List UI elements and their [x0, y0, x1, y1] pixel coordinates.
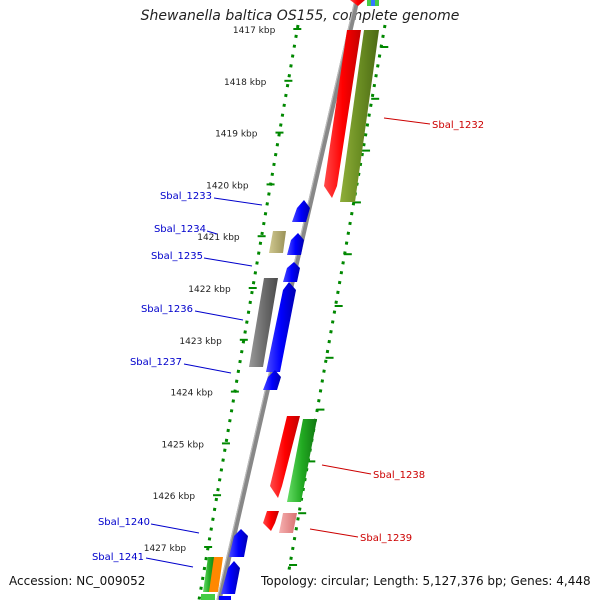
kbp-ruler: 1417 kbp 1418 kbp 1419 kbp 1420 kbp 1421 kbp… — [144, 26, 389, 566]
gene-label-Sbal_1240[interactable]: Sbal_1240 — [98, 517, 150, 528]
feature-khaki-1234 — [269, 231, 286, 253]
gene-label-Sbal_1241[interactable]: Sbal_1241 — [92, 552, 144, 563]
ruler-tick-label: 1421 kbp — [197, 233, 240, 243]
gene-label-Sbal_1233[interactable]: Sbal_1233 — [160, 191, 212, 202]
gene-label-Sbal_1237[interactable]: Sbal_1237 — [130, 357, 182, 368]
feature-gray-1236 — [249, 278, 278, 367]
ruler-tick-label: 1417 kbp — [233, 26, 276, 36]
leader-Sbal_1236 — [194, 310, 244, 321]
feature-bottom-blue — [219, 596, 231, 600]
leader-Sbal_1237 — [183, 363, 232, 374]
leader-Sbal_1233 — [213, 197, 263, 206]
gene-label-Sbal_1239[interactable]: Sbal_1239 — [360, 533, 412, 544]
gene-label-Sbal_1232[interactable]: Sbal_1232 — [432, 120, 484, 131]
gene-Sbal_1239[interactable] — [263, 511, 279, 531]
leader-Sbal_1234 — [206, 230, 218, 235]
ruler-tick-label: 1423 kbp — [179, 337, 222, 347]
genome-summary-text: Topology: circular; Length: 5,127,376 bp… — [261, 574, 591, 588]
ruler-tick-label: 1427 kbp — [144, 544, 187, 554]
ruler-tick-label: 1420 kbp — [206, 181, 249, 191]
gene-Sbal_1240[interactable] — [229, 529, 248, 557]
ruler-tick-label: 1426 kbp — [153, 492, 196, 502]
ruler-tick-label: 1418 kbp — [224, 78, 267, 88]
accession-text: Accession: NC_009052 — [9, 574, 146, 588]
feature-pink-1239 — [279, 513, 297, 533]
ruler-tick-label: 1425 kbp — [162, 440, 205, 450]
ruler-tick-label: 1422 kbp — [188, 285, 231, 295]
gene-Sbal_1236[interactable] — [266, 282, 296, 372]
gene-Sbal_1235[interactable] — [283, 262, 300, 282]
leader-Sbal_1238 — [321, 464, 372, 475]
map-title: Shewanella baltica OS155, complete genom… — [140, 8, 460, 24]
feature-top-blue — [371, 0, 375, 6]
gene-Sbal_1234[interactable] — [287, 233, 304, 255]
gene-Sbal_1241[interactable] — [221, 561, 240, 594]
gene-Sbal_1238[interactable] — [270, 416, 300, 498]
ruler-tick-label: 1419 kbp — [215, 130, 258, 140]
gene-Sbal_1233[interactable] — [292, 200, 310, 222]
gene-label-Sbal_1234[interactable]: Sbal_1234 — [154, 224, 206, 235]
feature-orange-1241 — [209, 557, 223, 592]
ruler-track — [197, 24, 300, 600]
gene-label-Sbal_1235[interactable]: Sbal_1235 — [151, 251, 203, 262]
feature-olive-1232 — [340, 30, 379, 202]
ruler-tick-label: 1424 kbp — [170, 389, 213, 399]
feature-top-red — [350, 0, 365, 6]
leader-Sbal_1240 — [150, 523, 200, 534]
leader-Sbal_1241 — [145, 557, 194, 568]
feature-green-1238 — [287, 419, 317, 502]
gene-label-Sbal_1238[interactable]: Sbal_1238 — [373, 470, 425, 481]
gene-Sbal_1232[interactable] — [324, 30, 361, 198]
gene-Sbal_1237[interactable] — [263, 370, 281, 390]
leader-Sbal_1239 — [309, 528, 359, 538]
gene-label-Sbal_1236[interactable]: Sbal_1236 — [141, 304, 193, 315]
leader-Sbal_1232 — [383, 117, 431, 125]
leader-Sbal_1235 — [203, 257, 253, 267]
feature-bottom-green — [201, 594, 215, 600]
